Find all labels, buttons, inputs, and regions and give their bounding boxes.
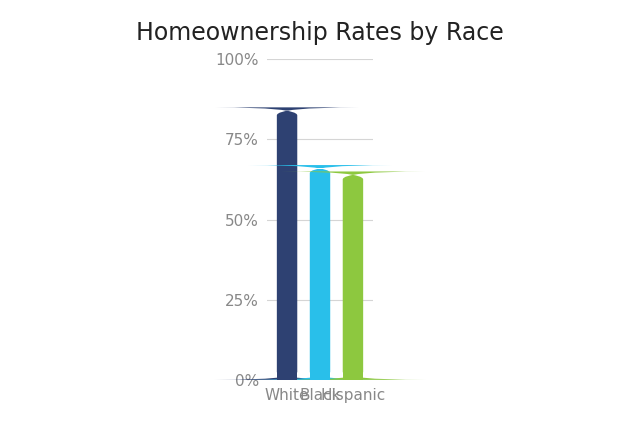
Bar: [277, 372, 297, 380]
FancyBboxPatch shape: [281, 171, 425, 380]
Bar: [310, 372, 330, 380]
Title: Homeownership Rates by Race: Homeownership Rates by Race: [136, 21, 504, 45]
FancyBboxPatch shape: [215, 107, 359, 380]
FancyBboxPatch shape: [248, 165, 392, 380]
Bar: [343, 372, 363, 380]
